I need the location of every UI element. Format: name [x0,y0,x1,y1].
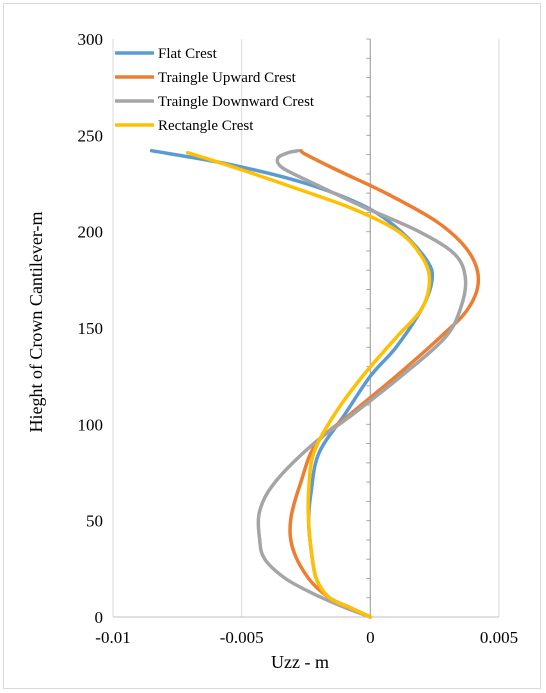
y-tick-label: 0 [95,608,104,627]
line-chart: -0.01 -0.005 0 0.005 0 50 100 150 200 250 300 Flat… [26,30,518,672]
legend: Flat Crest Traingle Upward Crest Traingle … [115,46,315,134]
y-tick-label: 250 [78,126,104,145]
series-line-traingle-downward-crest [256,148,468,619]
y-tick-label: 50 [86,512,103,531]
chart-frame: -0.01 -0.005 0 0.005 0 50 100 150 200 250 300 Flat… [3,3,541,689]
y-tick-label: 200 [78,223,104,242]
x-axis-title: Uzz - m [271,652,329,672]
series-line-rectangle-crest [185,150,432,619]
y-tick-label: 150 [78,319,104,338]
y-tick-label: 300 [78,30,104,49]
x-tick-label: 0 [366,628,375,647]
legend-label-traingle-downward-crest: Traingle Downward Crest [158,94,315,110]
x-tick-label: -0.01 [95,628,130,647]
y-tick-label: 100 [78,415,104,434]
legend-label-flat-crest: Flat Crest [158,46,218,62]
series-line-traingle-upward-crest [288,148,481,619]
legend-label-rectangle-crest: Rectangle Crest [158,118,254,134]
y-axis-title: Hieght of Crown Cantilever-m [26,211,46,432]
x-tick-label: 0.005 [480,628,518,647]
x-tick-label: -0.005 [220,628,264,647]
legend-label-traingle-upward-crest: Traingle Upward Crest [158,70,297,86]
